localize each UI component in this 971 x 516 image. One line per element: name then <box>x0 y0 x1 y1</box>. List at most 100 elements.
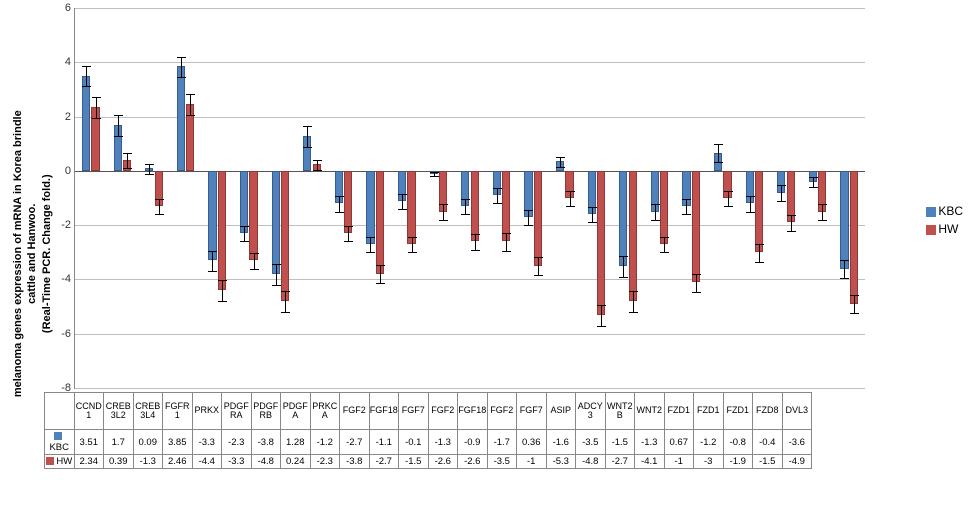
error-bar <box>159 199 160 215</box>
error-bar <box>475 234 476 250</box>
table-category-cell: PRKX <box>192 393 222 430</box>
table-value-cell: 2.34 <box>74 455 104 469</box>
bar-hw <box>787 171 795 223</box>
error-bar <box>686 199 687 215</box>
bar-kbc <box>114 125 122 171</box>
table-category-cell: CREB3L2 <box>104 393 134 430</box>
table-category-cell: PDGFRA <box>222 393 252 430</box>
table-category-cell: FZD1 <box>664 393 694 430</box>
error-bar <box>149 164 150 175</box>
table-value-cell: -1.2 <box>694 430 724 455</box>
error-bar <box>96 97 97 119</box>
table-category-cell: WNT2 <box>635 393 665 430</box>
table-value-cell: -3.8 <box>251 430 281 455</box>
bar-hw <box>439 171 447 212</box>
table-category-cell: CREB3L4 <box>133 393 163 430</box>
bar-kbc <box>208 171 216 261</box>
bar-hw <box>249 171 257 261</box>
bar-hw <box>755 171 763 252</box>
table-value-cell: -2.7 <box>605 455 635 469</box>
table-value-cell: -1.1 <box>369 430 399 455</box>
table-category-cell: PDGFRB <box>251 393 281 430</box>
error-bar <box>822 204 823 220</box>
bar-kbc <box>556 161 564 171</box>
data-table: CCND1CREB3L2CREB3L4FGFR1PRKXPDGFRAPDGFRB… <box>44 392 812 469</box>
table-value-cell: 0.24 <box>281 455 311 469</box>
error-bar <box>276 264 277 286</box>
table-series-label: HW <box>45 455 75 469</box>
table-category-cell: PRKCA <box>310 393 340 430</box>
bar-hw <box>565 171 573 198</box>
bar-kbc <box>82 76 90 171</box>
table-value-cell: -4.8 <box>576 455 606 469</box>
error-bar <box>222 280 223 302</box>
error-bar <box>412 237 413 253</box>
table-value-cell: -1.9 <box>723 455 753 469</box>
error-bar <box>254 253 255 269</box>
table-value-cell: -1.3 <box>133 455 163 469</box>
bar-kbc <box>398 171 406 201</box>
table-value-cell: -2.7 <box>340 430 370 455</box>
table-value-cell: -2.3 <box>310 455 340 469</box>
error-bar <box>465 199 466 215</box>
error-bar <box>844 260 845 279</box>
grid-line <box>75 279 865 280</box>
bar-kbc <box>240 171 248 233</box>
error-bar <box>538 257 539 276</box>
bar-hw <box>376 171 384 274</box>
error-bar <box>348 226 349 242</box>
bar-kbc <box>588 171 596 214</box>
table-value-cell: -3 <box>694 455 724 469</box>
table-category-cell: CCND1 <box>74 393 104 430</box>
table-header-row: CCND1CREB3L2CREB3L4FGFR1PRKXPDGFRAPDGFRB… <box>45 393 812 430</box>
table-value-cell: -1.5 <box>399 455 429 469</box>
error-bar <box>307 126 308 148</box>
table-category-cell: ADCY3 <box>576 393 606 430</box>
table-category-cell: FGF18 <box>369 393 399 430</box>
table-value-cell: -2.7 <box>369 455 399 469</box>
error-bar <box>633 291 634 313</box>
bar-kbc <box>651 171 659 212</box>
grid-line <box>75 388 865 389</box>
table-category-cell: ASIP <box>546 393 576 430</box>
error-bar <box>813 177 814 188</box>
table-value-cell: -5.3 <box>546 455 576 469</box>
table-category-cell: FZD1 <box>723 393 753 430</box>
bar-hw <box>155 171 163 206</box>
error-bar <box>380 265 381 284</box>
error-bar <box>443 204 444 220</box>
table-category-cell: FGF18 <box>458 393 488 430</box>
table-value-cell: -1.5 <box>753 455 783 469</box>
error-bar <box>750 196 751 212</box>
table-row-kbc: KBC3.511.70.093.85-3.3-2.3-3.81.28-1.2-2… <box>45 430 812 455</box>
error-bar <box>244 226 245 242</box>
table-value-cell: -1.2 <box>310 430 340 455</box>
bar-kbc <box>366 171 374 244</box>
table-category-cell: FGFR1 <box>163 393 193 430</box>
y-tick-label: -2 <box>45 219 71 231</box>
bar-kbc <box>430 171 438 174</box>
bar-kbc <box>145 168 153 170</box>
error-bar <box>497 188 498 204</box>
bar-kbc <box>777 171 785 193</box>
table-category-cell: FGF2 <box>428 393 458 430</box>
bar-kbc <box>682 171 690 206</box>
bar-hw <box>186 104 194 171</box>
bar-kbc <box>619 171 627 266</box>
table-value-cell: -1.6 <box>546 430 576 455</box>
table-value-cell: -0.1 <box>399 430 429 455</box>
bar-kbc <box>714 153 722 171</box>
bar-hw <box>660 171 668 244</box>
table-value-cell: -3.5 <box>576 430 606 455</box>
bar-kbc <box>746 171 754 204</box>
y-tick-label: 0 <box>45 165 71 177</box>
table-category-cell: FZD1 <box>694 393 724 430</box>
bar-hw <box>723 171 731 198</box>
error-bar <box>623 256 624 278</box>
table-value-cell: -3.6 <box>782 430 812 455</box>
y-tick-label: 4 <box>45 56 71 68</box>
table-value-cell: -1.5 <box>605 430 635 455</box>
table-category-cell: PDGFA <box>281 393 311 430</box>
bar-hw <box>850 171 858 304</box>
grid-line <box>75 62 865 63</box>
